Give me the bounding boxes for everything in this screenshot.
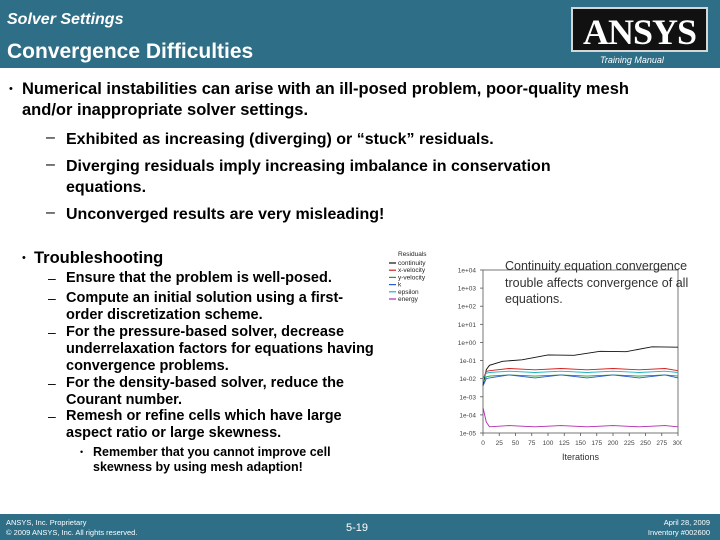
x-tick-label: 275 bbox=[656, 440, 667, 447]
chart-caption: Continuity equation convergence trouble … bbox=[505, 259, 689, 306]
y-tick-label: 1e+00 bbox=[458, 340, 477, 347]
x-tick-label: 300 bbox=[673, 440, 682, 447]
footer-inventory: Inventory #002600 bbox=[647, 528, 710, 537]
series-line-energy bbox=[482, 407, 679, 428]
legend-item-k: k bbox=[398, 282, 402, 289]
series-line-x-velocity bbox=[482, 368, 679, 379]
series-line-continuity bbox=[482, 346, 679, 386]
dash-icon: – bbox=[48, 270, 56, 286]
dash-icon: – bbox=[48, 324, 56, 340]
x-tick-label: 250 bbox=[640, 440, 651, 447]
bullet-icon: • bbox=[22, 252, 26, 264]
y-tick-label: 1e+03 bbox=[458, 286, 477, 293]
dash-icon: – bbox=[46, 129, 55, 146]
slide-title: Convergence Difficulties bbox=[7, 40, 254, 63]
residuals-chart: 1e+04 1e+03 1e+02 1e+01 1e+00 1e-01 1e-02 1e-03… bbox=[389, 251, 682, 462]
y-tick-label: 1e-03 bbox=[459, 394, 476, 401]
legend-item-x-velocity: x-velocity bbox=[398, 267, 426, 274]
legend-item-energy: energy bbox=[398, 296, 419, 303]
series-line-k bbox=[482, 374, 679, 387]
note-skewness: Remember that you cannot improve cell sk… bbox=[93, 445, 331, 474]
x-tick-label: 0 bbox=[481, 440, 485, 447]
y-tick-label: 1e-01 bbox=[459, 358, 476, 365]
y-tick-label: 1e+01 bbox=[458, 322, 477, 329]
x-tick-label: 150 bbox=[575, 440, 586, 447]
y-tick-label: 1e-02 bbox=[459, 376, 476, 383]
sub-bullet: Ensure that the problem is well-posed. bbox=[66, 270, 332, 286]
sub-bullet: Exhibited as increasing (diverging) or “… bbox=[66, 131, 494, 148]
dash-icon: – bbox=[48, 408, 56, 424]
section-subtitle: Solver Settings bbox=[7, 11, 124, 28]
legend-item-continuity: continuity bbox=[398, 260, 426, 267]
x-axis-label: Iterations bbox=[562, 452, 600, 462]
x-tick-label: 125 bbox=[559, 440, 570, 447]
x-tick-label: 175 bbox=[591, 440, 602, 447]
sub-bullet: Diverging residuals imply increasing imb… bbox=[66, 158, 551, 196]
y-tick-label: 1e-05 bbox=[459, 431, 476, 438]
y-tick-label: 1e+02 bbox=[458, 304, 477, 311]
bullet-instabilities: Numerical instabilities can arise with a… bbox=[22, 80, 629, 119]
x-tick-label: 225 bbox=[624, 440, 635, 447]
plot-area bbox=[482, 269, 679, 434]
x-tick-label: 200 bbox=[608, 440, 619, 447]
dash-icon: – bbox=[46, 204, 55, 221]
y-tick-label: 1e-04 bbox=[459, 412, 476, 419]
x-tick-label: 50 bbox=[512, 440, 520, 447]
x-tick-label: 25 bbox=[496, 440, 504, 447]
sub-bullet: Compute an initial solution using a firs… bbox=[66, 290, 344, 323]
slide-footer: ANSYS, Inc. Proprietary © 2009 ANSYS, In… bbox=[0, 514, 720, 540]
footer-proprietary: ANSYS, Inc. Proprietary bbox=[6, 518, 87, 527]
legend-item-y-velocity: y-velocity bbox=[398, 274, 426, 281]
bullet-icon: • bbox=[80, 447, 84, 457]
bullet-icon: • bbox=[9, 83, 13, 95]
training-manual-label: Training Manual bbox=[600, 55, 664, 65]
bullet-troubleshooting: Troubleshooting bbox=[34, 249, 164, 267]
slide-header: Solver Settings Convergence Difficulties… bbox=[0, 0, 720, 68]
sub-bullet: Remesh or refine cells which have large … bbox=[66, 408, 342, 441]
y-tick-label: 1e+04 bbox=[458, 268, 477, 275]
footer-rights: © 2009 ANSYS, Inc. All rights reserved. bbox=[6, 528, 138, 537]
footer-date: April 28, 2009 bbox=[663, 518, 710, 527]
dash-icon: – bbox=[48, 290, 56, 306]
legend-item-epsilon: epsilon bbox=[398, 289, 419, 296]
footer-meta: April 28, 2009 Inventory #002600 bbox=[648, 518, 710, 538]
dash-icon: – bbox=[46, 156, 55, 173]
page-number: 5-19 bbox=[346, 522, 369, 534]
ansys-logo: ANSYS bbox=[571, 7, 708, 52]
x-tick-label: 100 bbox=[543, 440, 554, 447]
legend-title: Residuals bbox=[398, 251, 427, 258]
sub-bullet: For the pressure-based solver, decrease … bbox=[66, 324, 374, 374]
footer-copyright: ANSYS, Inc. Proprietary © 2009 ANSYS, In… bbox=[6, 518, 137, 538]
sub-bullet: Unconverged results are very misleading! bbox=[66, 206, 385, 223]
series-line-epsilon bbox=[482, 370, 679, 379]
sub-bullet: For the density-based solver, reduce the… bbox=[66, 375, 344, 408]
dash-icon: – bbox=[48, 375, 56, 391]
x-tick-label: 75 bbox=[528, 440, 536, 447]
